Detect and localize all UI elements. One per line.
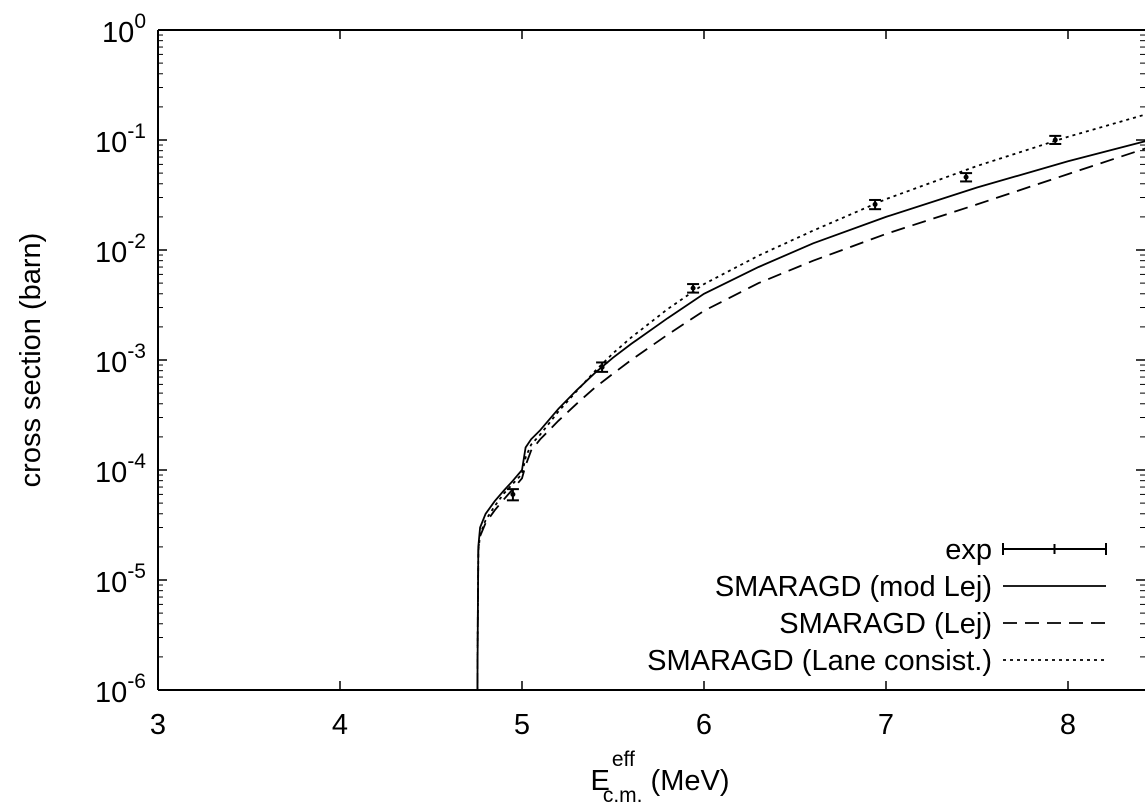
- y-tick-label-exponent: -2: [127, 230, 146, 253]
- y-tick-label-exponent: -3: [127, 340, 146, 363]
- exp-data-point: [510, 491, 516, 497]
- series-layer: [476, 113, 1145, 691]
- y-tick-label-base: 10: [95, 677, 127, 709]
- x-tick-label: 4: [332, 709, 348, 741]
- legend-label-exp: exp: [945, 534, 992, 566]
- x-axis-label-unit: (MeV): [642, 765, 729, 797]
- exp-data-point: [690, 285, 696, 291]
- legend-label-smaragd-lej: SMARAGD (Lej): [779, 608, 992, 640]
- y-tick-label: 10-6: [95, 670, 146, 709]
- y-tick-label-base: 10: [95, 347, 127, 379]
- y-tick-label: 100: [102, 10, 146, 49]
- x-tick-label: 7: [878, 709, 894, 741]
- y-tick-label: 10-5: [95, 560, 146, 599]
- x-axis-ticks: 3 4 5 6 7 8: [150, 30, 1076, 741]
- legend: exp SMARAGD (mod Lej) SMARAGD (Lej) SMARAGD…: [647, 534, 1107, 677]
- y-tick-label: 10-3: [95, 340, 146, 379]
- y-tick-label-base: 10: [95, 457, 127, 489]
- series-line-smaragd-mod-lej: [476, 140, 1145, 691]
- y-tick-label-base: 10: [95, 237, 127, 269]
- y-tick-label-exponent: -1: [127, 120, 146, 143]
- exp-data-point: [963, 174, 969, 180]
- y-tick-label-base: 10: [102, 17, 134, 49]
- y-tick-label: 10-2: [95, 230, 146, 269]
- x-axis-label-sub: c.m.: [603, 784, 643, 807]
- y-tick-label-exponent: 0: [134, 10, 146, 33]
- y-tick-label: 10-4: [95, 450, 146, 489]
- x-axis-label-main: E: [591, 765, 610, 797]
- y-axis-label: cross section (barn): [15, 233, 47, 488]
- legend-label-smaragd-lane-consist: SMARAGD (Lane consist.): [647, 645, 992, 677]
- legend-label-smaragd-mod-lej: SMARAGD (mod Lej): [715, 571, 992, 603]
- series-line-smaragd-lej: [476, 147, 1145, 691]
- x-tick-label: 6: [696, 709, 712, 741]
- y-tick-label-exponent: -5: [127, 560, 146, 583]
- y-tick-label: 10-1: [95, 120, 146, 159]
- x-axis-label-sup: eff: [612, 748, 635, 771]
- series-line-smaragd-lane-consist: [476, 113, 1145, 691]
- y-tick-label-exponent: -6: [127, 670, 146, 693]
- x-tick-label: 8: [1060, 709, 1076, 741]
- x-tick-label: 5: [514, 709, 530, 741]
- y-tick-label-base: 10: [95, 567, 127, 599]
- x-tick-label: 3: [150, 709, 166, 741]
- y-tick-label-exponent: -4: [127, 450, 146, 473]
- x-axis-label: Eeff c.m. (MeV): [591, 748, 730, 807]
- plot-frame: [157, 29, 1145, 691]
- y-tick-label-base: 10: [95, 127, 127, 159]
